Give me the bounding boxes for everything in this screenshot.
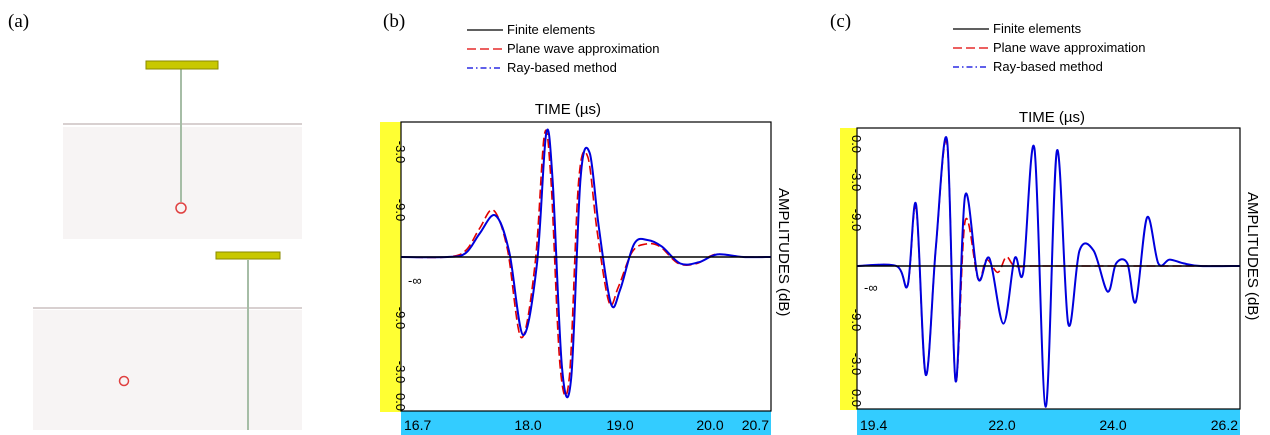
chart-c-ytick-lower-1: -3.0 [849,353,864,375]
chart-b-x-ticks: 16.7 18.0 19.0 20.0 20.7 [404,417,769,433]
panel-a: (a) [8,11,302,430]
chart-c-ylabel: AMPLITUDES (dB) [1244,192,1261,320]
chart-b-ytick-upper-1: -9.0 [393,199,408,221]
chart-c-ytick-lower-2: 0.0 [849,389,864,407]
chart-c-x-ticks: 19.4 22.0 24.0 26.2 [860,417,1238,433]
chart-b-xtick-1: 18.0 [514,417,541,433]
chart-b-baseline-label: -∞ [408,273,422,288]
panel-b: (b) Finite elements Plane wave approxima… [380,11,792,435]
chart-c-ytick-upper-2: -9.0 [849,209,864,231]
legend-c-ray-label: Ray-based method [993,59,1103,74]
legend-b: Finite elements Plane wave approximation… [467,22,659,75]
legend-c: Finite elements Plane wave approximation… [953,21,1145,74]
chart-c-ytick-upper-0: 0.0 [849,135,864,153]
upper-specimen-region [63,127,302,239]
lower-defect-marker [118,375,130,387]
chart-b-title: TIME (µs) [535,101,601,118]
chart-b-xtick-4: 20.7 [742,417,769,433]
panel-c-label: (c) [830,11,851,32]
chart-c-title: TIME (µs) [1019,109,1085,126]
chart-b-y-ticks: -3.0 -9.0 -9.0 -3.0 0.0 [393,141,408,411]
chart-b-xtick-3: 20.0 [696,417,723,433]
chart-b-ylabel: AMPLITUDES (dB) [775,188,792,316]
chart-c-series-ray-based [856,136,1241,408]
chart-b-y-axis-band [380,122,401,412]
chart-b-ytick-lower-0: -9.0 [393,307,408,329]
chart-b-series [400,128,772,399]
chart-b-x-axis-band [401,411,771,435]
panel-c: (c) Finite elements Plane wave approxima… [830,11,1261,435]
upper-probe-transducer [145,60,219,70]
lower-specimen-region [33,310,302,430]
legend-c-fe-label: Finite elements [993,21,1082,36]
chart-b-xtick-2: 19.0 [606,417,633,433]
chart-b-xtick-0: 16.7 [404,417,431,433]
legend-b-fe-label: Finite elements [507,22,596,37]
chart-c-baseline-label: -∞ [864,280,878,295]
chart-c-xtick-3: 26.2 [1211,417,1238,433]
chart-b-series-plane-wave [400,129,772,397]
lower-probe-transducer [215,251,281,260]
chart-c-ytick-upper-1: -3.0 [849,169,864,191]
legend-b-pw-label: Plane wave approximation [507,41,659,56]
panel-a-label: (a) [8,11,29,32]
panel-b-label: (b) [383,11,405,32]
chart-c-series [856,136,1241,408]
chart-c-x-axis-band [857,409,1240,435]
chart-b-ytick-upper-0: -3.0 [393,141,408,163]
chart-c-y-axis-band [840,128,857,410]
chart-b-ytick-lower-2: 0.0 [393,393,408,411]
upper-defect-marker [175,202,187,214]
chart-b-series-ray-based [400,128,772,399]
chart-c-y-ticks: 0.0 -3.0 -9.0 -9.0 -3.0 0.0 [849,135,864,407]
chart-b-ytick-lower-1: -3.0 [393,361,408,383]
chart-c-xtick-1: 22.0 [988,417,1015,433]
legend-c-pw-label: Plane wave approximation [993,40,1145,55]
chart-c-xtick-2: 24.0 [1099,417,1126,433]
chart-b-plot-area [400,121,772,412]
chart-c-ytick-lower-0: -9.0 [849,309,864,331]
chart-c-xtick-0: 19.4 [860,417,887,433]
legend-b-ray-label: Ray-based method [507,60,617,75]
